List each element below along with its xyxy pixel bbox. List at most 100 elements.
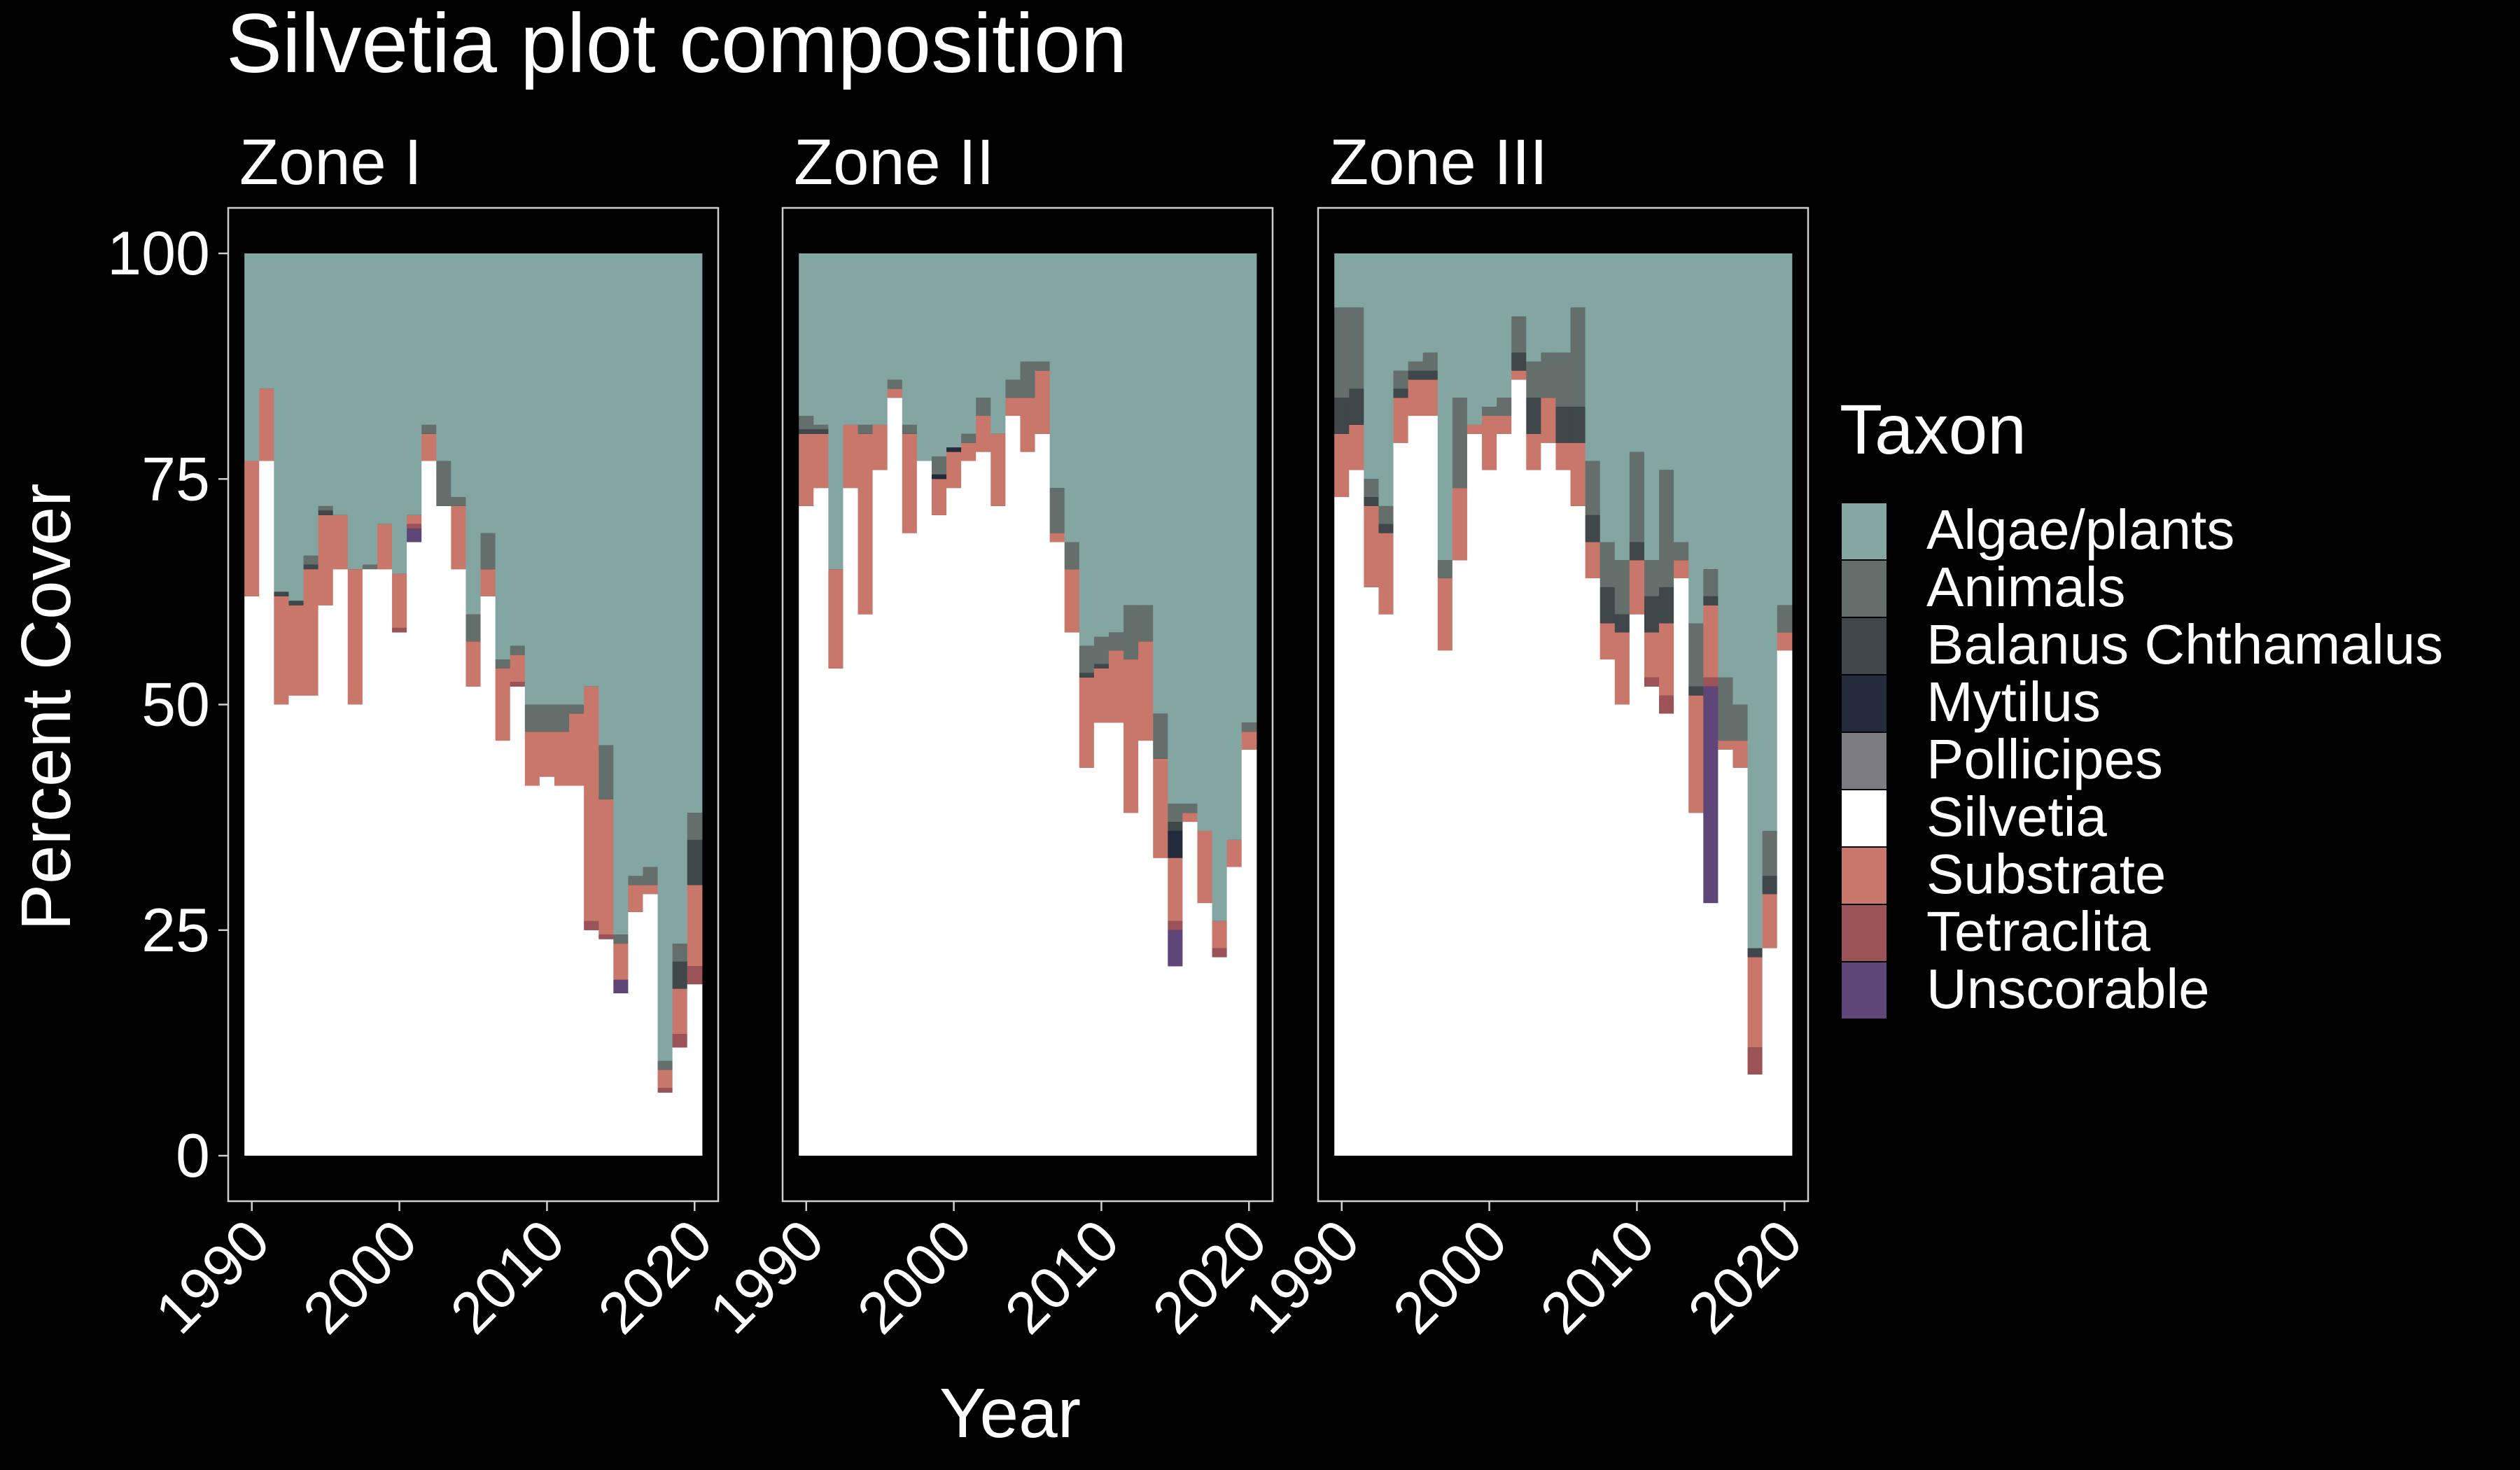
bar-segment [1466,433,1483,1156]
bar-segment [1035,433,1051,1156]
bar-segment [1644,632,1660,678]
bar-segment [1659,623,1674,696]
panel-title: Zone III [1329,127,1548,198]
bar-segment [436,253,451,461]
bar-segment [407,528,422,542]
bar-segment [1762,253,1778,831]
bar-segment [1212,920,1228,948]
legend-label: Substrate [1926,843,2166,905]
bar-segment [1020,398,1036,452]
bar-segment [858,253,874,425]
bar-segment [1393,253,1409,371]
bar-segment [1168,804,1183,822]
bar-segment [887,253,903,380]
bar-segment [1138,253,1154,606]
bar-segment [931,514,947,1156]
bar-segment [1747,957,1763,1048]
bar-segment [554,785,570,1156]
bar-segment [1138,741,1154,1156]
bar-segment [687,885,703,967]
bar-segment [1497,398,1512,416]
bar-segment [1629,253,1645,452]
bar-segment [318,253,334,506]
bar-segment [1378,505,1394,524]
bar-segment [480,253,496,533]
bar-segment [1079,673,1095,678]
bar-segment [318,510,334,515]
bar-segment [524,785,540,1156]
bar-segment [421,433,437,461]
bar-segment [628,253,644,876]
bar-segment [377,524,393,570]
bar-segment [510,253,526,646]
bar-segment [259,461,274,1156]
bar-segment [524,732,540,786]
bar-segment [1747,253,1763,948]
bar-segment [451,505,467,570]
bar-segment [858,614,874,1156]
legend-swatch [1840,559,1888,618]
legend-label: Pollicipes [1926,728,2163,790]
legend-swatch [1840,904,1888,962]
bar-segment [1688,623,1704,687]
bar-segment [1747,948,1763,958]
bar-segment [1437,253,1453,561]
bar-segment [1364,505,1380,587]
bar-segment [1688,686,1704,696]
bar-segment [569,704,584,714]
bar-segment [569,785,584,1156]
y-axis-label: Percent Cover [7,483,85,930]
bar-segment [1153,758,1168,858]
bar-segment [1585,461,1601,515]
bar-segment [1629,451,1645,542]
panel-border [1317,206,1809,1203]
bar-segment [407,514,422,524]
bar-segment [1049,533,1065,542]
bar-segment [872,424,888,470]
bar-segment [1093,668,1110,723]
bar-segment [1197,830,1213,904]
bar-segment [1497,416,1512,434]
bar-segment [1364,479,1380,498]
bar-segment [1688,253,1704,624]
bar-segment [1570,407,1586,443]
bar-segment [1241,253,1257,723]
bar-segment [1688,813,1704,1156]
bar-segment [657,253,673,1061]
bar-segment [1349,424,1364,470]
bar-segment [672,988,688,1034]
legend-label: Mytilus [1926,671,2101,733]
bar-segment [1644,560,1660,596]
bar-segment [332,569,349,1156]
bar-segment [332,253,349,515]
bar-segment [1585,253,1601,461]
bar-segment [976,416,991,452]
bar-segment [1408,361,1424,371]
bar-segment [451,569,467,1156]
bar-segment [554,253,570,705]
bar-segment [887,388,903,398]
bar-segment [392,632,407,1156]
bar-segment [858,433,874,615]
bar-segment [1378,533,1394,615]
bar-segment [539,732,555,777]
bar-segment [1020,451,1036,1156]
bar-segment [672,961,688,989]
bar-segment [990,433,1006,506]
bar-segment [1334,253,1350,308]
bar-segment [613,934,629,944]
bar-segment [1437,560,1453,579]
y-axis: 0 25 50 75 100 [107,218,228,1190]
bar-segment [1334,398,1350,434]
bar-segment [288,695,304,1156]
bar-segment [1511,316,1527,353]
bar-segment [318,514,334,606]
bar-segment [1452,488,1468,561]
legend-label: Animals [1926,556,2126,618]
bar-segment [1168,822,1183,831]
bar-segment [362,564,378,570]
bar-segment [1378,253,1394,506]
y-tick-label: 0 [176,1121,210,1190]
bar-segment [1079,253,1095,646]
